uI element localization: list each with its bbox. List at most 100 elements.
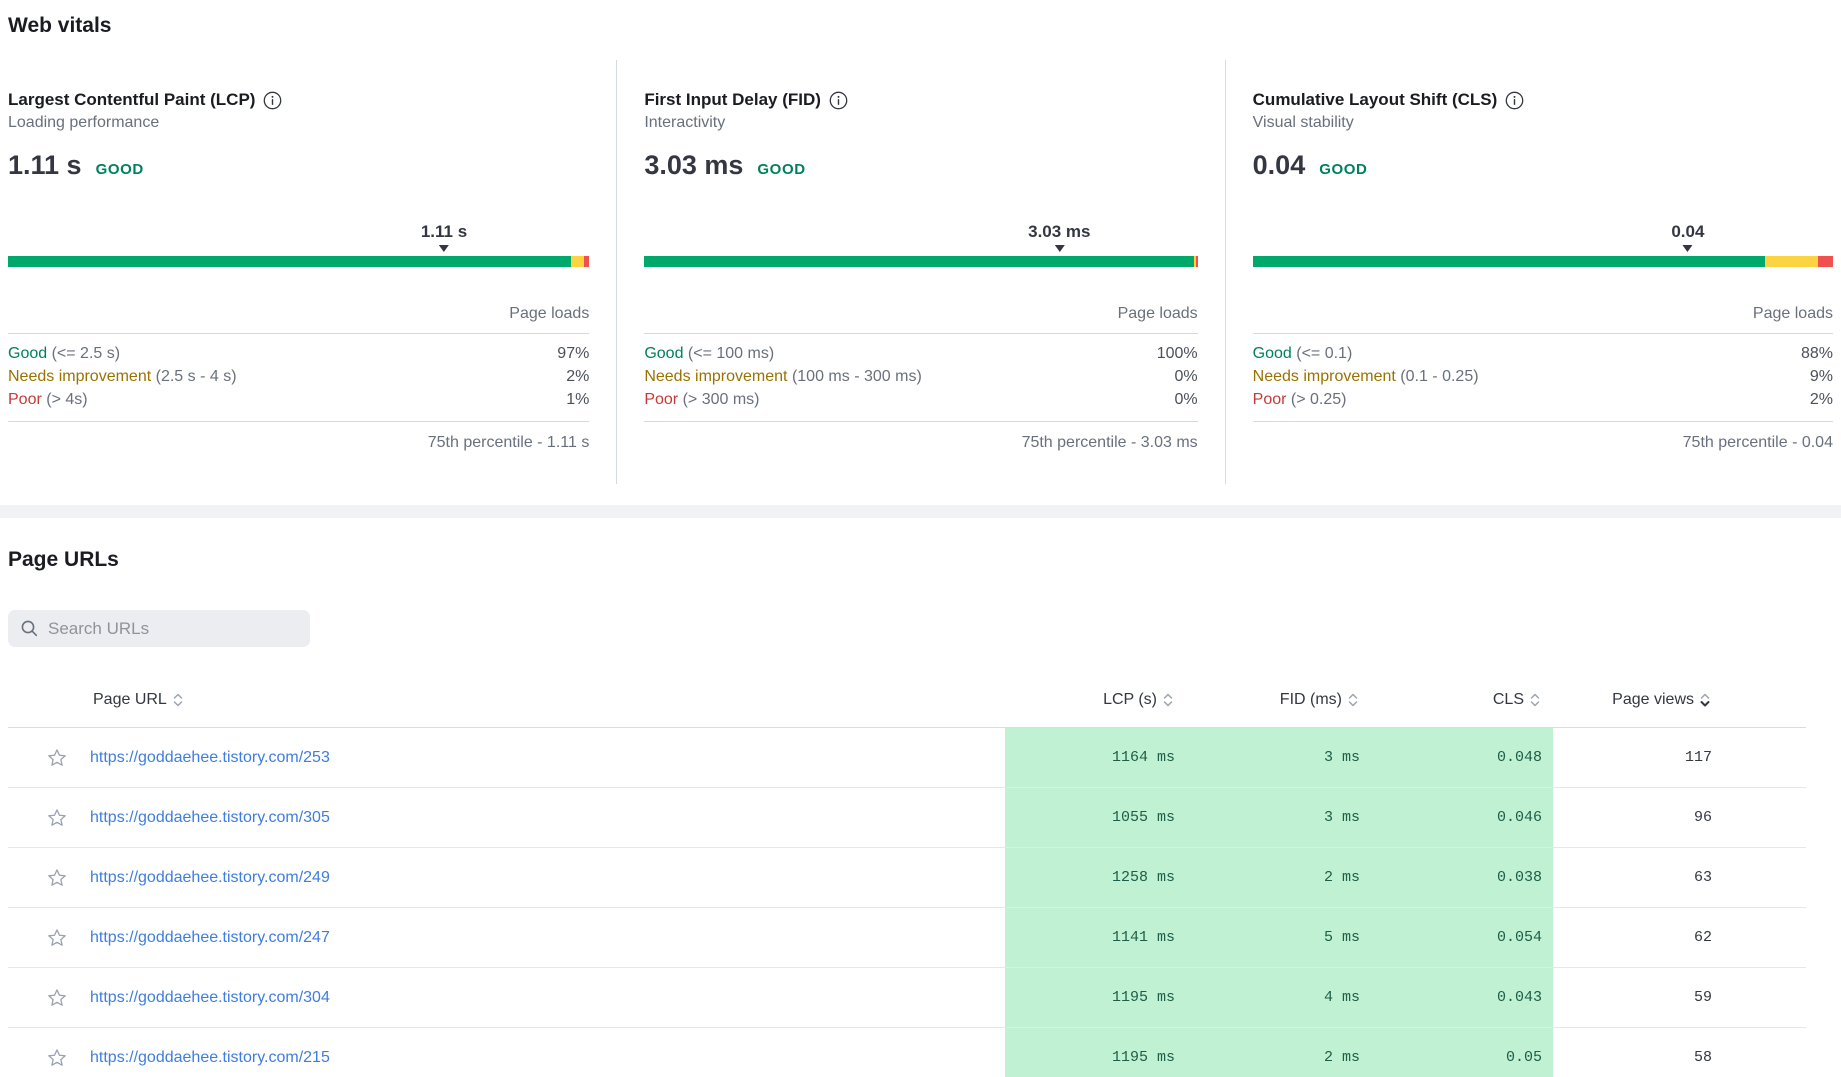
page-url-link[interactable]: https://goddaehee.tistory.com/215 (90, 1048, 330, 1066)
section-divider (0, 505, 1841, 518)
legend-row-needs-improvement: Needs improvement (2.5 s - 4 s) 2% (8, 368, 590, 385)
fid-cell: 5 ms (1188, 908, 1373, 967)
page-views-cell: 58 (1693, 1049, 1712, 1066)
column-header-cls[interactable]: CLS (1373, 690, 1553, 710)
legend-row-needs-improvement: Needs improvement (100 ms - 300 ms) 0% (644, 368, 1198, 385)
lcp-cell: 1164 ms (1005, 728, 1188, 787)
page-urls-panel: Page URLs Page URL LCP (s) FID (m (0, 518, 1841, 1077)
marker-caret-icon (1054, 245, 1065, 252)
cls-cell: 0.054 (1373, 908, 1553, 967)
cls-card-subtitle: Visual stability (1252, 114, 1354, 131)
bar-segment-good (8, 256, 571, 267)
lcp-cell: 1258 ms (1005, 848, 1188, 907)
bar-segment-good (1252, 256, 1766, 267)
page-loads-label: Page loads (8, 303, 590, 334)
star-icon[interactable] (46, 747, 68, 769)
page-url-link[interactable]: https://goddaehee.tistory.com/253 (90, 748, 330, 766)
vitals-cards: Largest Contentful Paint (LCP) Loading p… (8, 60, 1833, 484)
star-icon[interactable] (46, 1047, 68, 1069)
sort-icon (1528, 690, 1542, 710)
lcp-value: 1.11 s (8, 150, 82, 180)
fid-value: 3.03 ms (644, 150, 744, 180)
star-icon[interactable] (46, 987, 68, 1009)
search-icon (20, 619, 39, 638)
table-row: https://goddaehee.tistory.com/304 1195 m… (8, 968, 1806, 1028)
bar-segment-needs-improvement (570, 256, 584, 267)
cls-card-title: Cumulative Layout Shift (CLS) (1252, 90, 1498, 109)
table-row: https://goddaehee.tistory.com/305 1055 m… (8, 788, 1806, 848)
page-views-cell: 96 (1693, 809, 1712, 826)
fid-status-badge: GOOD (757, 161, 806, 178)
table-row: https://goddaehee.tistory.com/247 1141 m… (8, 908, 1806, 968)
cls-cell: 0.048 (1373, 728, 1553, 787)
info-icon[interactable] (1505, 91, 1524, 110)
bar-segment-good (644, 256, 1194, 267)
fid-percentile-text: 75th percentile - 3.03 ms (1021, 434, 1198, 451)
page-url-link[interactable]: https://goddaehee.tistory.com/305 (90, 808, 330, 826)
lcp-cell: 1055 ms (1005, 788, 1188, 847)
fid-card: First Input Delay (FID) Interactivity 3.… (616, 60, 1224, 484)
table-header-row: Page URL LCP (s) FID (ms) CLS (8, 673, 1806, 728)
bar-segment-needs-improvement (1193, 256, 1196, 267)
page-views-cell: 62 (1693, 929, 1712, 946)
cls-cell: 0.05 (1373, 1028, 1553, 1077)
page-loads-label: Page loads (644, 303, 1198, 334)
bar-segment-poor (1195, 256, 1198, 267)
lcp-card-subtitle: Loading performance (8, 114, 160, 131)
fid-percentile-marker: 3.03 ms (1028, 220, 1091, 252)
column-header-fid[interactable]: FID (ms) (1188, 690, 1373, 710)
page-views-cell: 59 (1693, 989, 1712, 1006)
fid-cell: 3 ms (1188, 728, 1373, 787)
fid-cell: 4 ms (1188, 968, 1373, 1027)
lcp-percentile-marker: 1.11 s (421, 220, 467, 252)
fid-card-subtitle: Interactivity (644, 114, 726, 131)
lcp-legend: Good (<= 2.5 s) 97% Needs improvement (2… (8, 334, 590, 422)
column-header-page-url[interactable]: Page URL (90, 690, 1005, 710)
cls-cell: 0.038 (1373, 848, 1553, 907)
lcp-card: Largest Contentful Paint (LCP) Loading p… (8, 60, 616, 484)
info-icon[interactable] (829, 91, 848, 110)
lcp-distribution-bar (8, 256, 590, 267)
lcp-status-badge: GOOD (95, 161, 144, 178)
cls-percentile-marker: 0.04 (1671, 220, 1704, 252)
search-input[interactable] (48, 618, 298, 639)
cls-cell: 0.046 (1373, 788, 1553, 847)
cls-value: 0.04 (1252, 150, 1306, 180)
table-row: https://goddaehee.tistory.com/215 1195 m… (8, 1028, 1806, 1077)
web-vitals-panel: Web vitals Largest Contentful Paint (LCP… (0, 0, 1841, 505)
lcp-percentile-text: 75th percentile - 1.11 s (427, 434, 590, 451)
star-icon[interactable] (46, 927, 68, 949)
url-search-box[interactable] (8, 610, 310, 647)
fid-distribution-bar (644, 256, 1198, 267)
info-icon[interactable] (263, 91, 282, 110)
table-row: https://goddaehee.tistory.com/253 1164 m… (8, 728, 1806, 788)
star-icon[interactable] (46, 867, 68, 889)
page-url-link[interactable]: https://goddaehee.tistory.com/247 (90, 928, 330, 946)
table-row: https://goddaehee.tistory.com/249 1258 m… (8, 848, 1806, 908)
lcp-cell: 1195 ms (1005, 968, 1188, 1027)
page-urls-table: Page URL LCP (s) FID (ms) CLS (8, 673, 1806, 1077)
legend-row-poor: Poor (> 300 ms) 0% (644, 391, 1198, 408)
page-urls-title: Page URLs (8, 548, 119, 571)
bar-segment-poor (583, 256, 590, 267)
fid-cell: 2 ms (1188, 848, 1373, 907)
sort-icon (1346, 690, 1360, 710)
fid-card-title: First Input Delay (FID) (644, 90, 821, 109)
page-url-link[interactable]: https://goddaehee.tistory.com/304 (90, 988, 330, 1006)
page-url-link[interactable]: https://goddaehee.tistory.com/249 (90, 868, 330, 886)
bar-segment-poor (1817, 256, 1833, 267)
sort-icon (1161, 690, 1175, 710)
legend-row-good: Good (<= 2.5 s) 97% (8, 345, 590, 362)
column-header-lcp[interactable]: LCP (s) (1005, 690, 1188, 710)
cls-distribution-bar (1252, 256, 1833, 267)
fid-cell: 2 ms (1188, 1028, 1373, 1077)
legend-row-needs-improvement: Needs improvement (0.1 - 0.25) 9% (1252, 368, 1833, 385)
marker-caret-icon (438, 245, 449, 252)
marker-caret-icon (1682, 245, 1693, 252)
column-header-page-views[interactable]: Page views (1553, 690, 1806, 710)
legend-row-poor: Poor (> 0.25) 2% (1252, 391, 1833, 408)
cls-percentile-text: 75th percentile - 0.04 (1682, 434, 1833, 451)
star-icon[interactable] (46, 807, 68, 829)
sort-icon-active-desc (1698, 690, 1712, 710)
cls-cell: 0.043 (1373, 968, 1553, 1027)
